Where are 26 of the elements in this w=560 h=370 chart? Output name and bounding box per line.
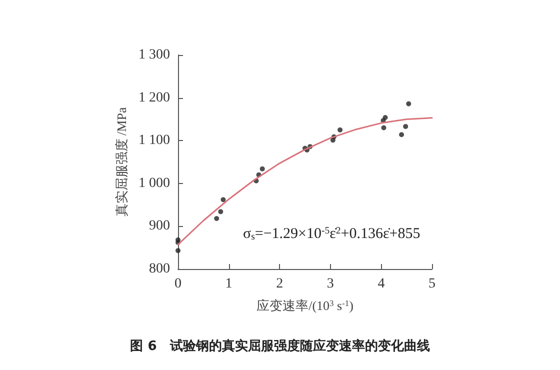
point — [406, 101, 412, 106]
point — [220, 197, 226, 202]
x-tick-label: 0 — [174, 276, 182, 292]
x-tick-label: 4 — [378, 276, 385, 292]
y-tick-label: 900 — [149, 218, 170, 234]
point — [381, 125, 386, 130]
point — [399, 132, 404, 138]
point — [382, 114, 388, 120]
point — [218, 209, 224, 214]
point — [260, 166, 265, 172]
y-tick-label: 1 100 — [138, 133, 170, 148]
line-series — [177, 117, 433, 246]
y-axis-title: 真实屈服强度 /MPa — [114, 107, 129, 217]
y-tick-label: 800 — [149, 262, 170, 276]
x-tick-label: 2 — [276, 276, 284, 292]
y-tick-label: 1 000 — [138, 176, 170, 191]
point — [338, 127, 343, 132]
point — [403, 124, 408, 129]
x-tick-label: 5 — [428, 276, 436, 292]
x-tick-label: 3 — [326, 276, 334, 292]
point — [214, 216, 220, 221]
x-tick-label: 1 — [225, 276, 232, 292]
y-tick-label: 1 200 — [138, 90, 170, 106]
y-tick-label: 1 300 — [138, 48, 170, 62]
point — [176, 248, 180, 254]
text: 图 6 试验钢的真实屈服强度随应变速率的变化曲线 — [130, 338, 430, 354]
